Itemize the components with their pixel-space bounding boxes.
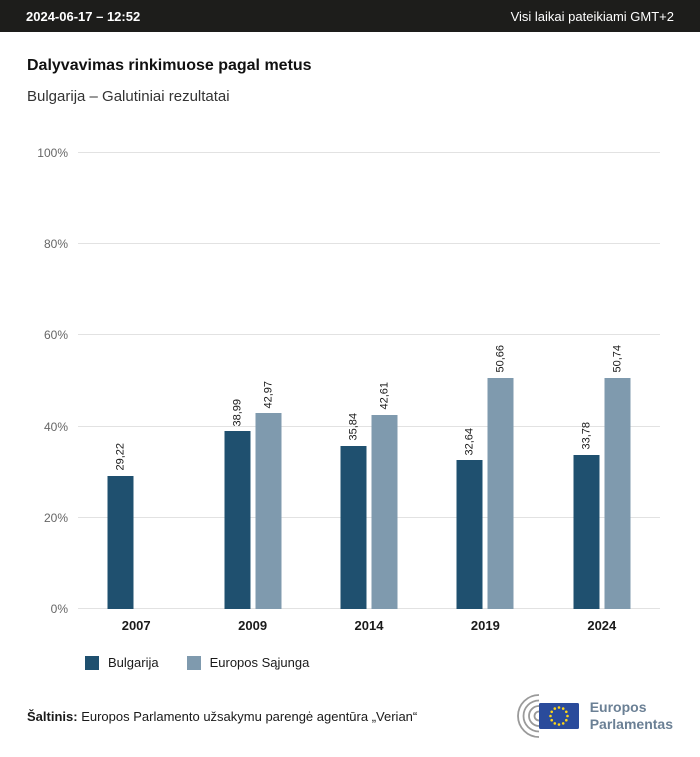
x-axis-tick-label: 2014 bbox=[354, 618, 384, 633]
report-datetime: 2024-06-17 – 12:52 bbox=[26, 8, 141, 24]
bar-slot: 42,97 bbox=[255, 153, 282, 609]
bar-slot: 35,84 bbox=[340, 153, 367, 609]
top-bar: 2024-06-17 – 12:52 Visi laikai pateikiam… bbox=[0, 0, 700, 32]
eu-flag-stars bbox=[548, 706, 569, 726]
plot-area: 0% 20% 40% 60% 80% 100% 29,22 38,99 42,97 35,84 42… bbox=[37, 146, 660, 616]
legend: Bulgarija Europos Sąjunga bbox=[85, 655, 673, 670]
bar-group-2024: 33,78 50,74 bbox=[573, 153, 631, 609]
legend-swatch bbox=[85, 655, 99, 670]
bar-slot: 32,64 bbox=[456, 153, 483, 609]
y-axis-tick-label: 40% bbox=[43, 419, 68, 434]
page-title: Dalyvavimas rinkimuose pagal metus bbox=[27, 57, 312, 74]
y-axis-tick-label: 20% bbox=[43, 510, 68, 525]
gridline: 60% bbox=[44, 328, 660, 342]
legend-swatch bbox=[186, 655, 201, 670]
bar-group-2019: 32,64 50,66 bbox=[456, 153, 514, 609]
x-axis-tick-label: 2019 bbox=[470, 618, 500, 633]
bar bbox=[604, 377, 631, 609]
ep-logo-text-line1: Europos bbox=[589, 698, 647, 715]
bar-value-label: 42,97 bbox=[262, 380, 275, 409]
bar-value-label: 33,78 bbox=[580, 422, 593, 450]
x-axis-tick-label: 2024 bbox=[587, 618, 617, 633]
bar-value-label: 42,61 bbox=[378, 382, 391, 410]
bar bbox=[340, 445, 367, 609]
source-note: Šaltinis: Europos Parlamento užsakymu pa… bbox=[27, 709, 417, 724]
bar-slot: 38,99 bbox=[224, 153, 251, 609]
legend-label: Europos Sąjunga bbox=[209, 655, 310, 670]
bar bbox=[107, 475, 134, 609]
source-text: Europos Parlamento užsakymu parengė agen… bbox=[81, 708, 418, 724]
european-parliament-logo: Europos Parlamentas bbox=[508, 692, 673, 740]
ep-logo-text: Europos Parlamentas bbox=[590, 699, 673, 734]
bar-group-2009: 38,99 42,97 bbox=[224, 153, 282, 609]
bar-value-label: 35,84 bbox=[347, 413, 360, 441]
gridline: 80% bbox=[44, 237, 660, 251]
x-axis: 2007 2009 2014 2019 2024 bbox=[78, 609, 660, 641]
bar-slot: 42,61 bbox=[371, 153, 398, 609]
bar-slot bbox=[139, 153, 165, 609]
legend-item: Bulgarija bbox=[85, 655, 159, 670]
ep-logo-icon bbox=[516, 694, 579, 738]
bar bbox=[487, 378, 514, 609]
bar bbox=[255, 413, 282, 609]
eu-flag bbox=[538, 703, 579, 729]
bar-group-2007: 29,22 bbox=[107, 153, 165, 609]
y-axis-tick-label: 100% bbox=[37, 146, 68, 160]
bar-value-label: 38,99 bbox=[231, 398, 244, 427]
bar-slot: 50,66 bbox=[487, 153, 514, 609]
timezone-note: Visi laikai pateikiami GMT+2 bbox=[510, 8, 674, 24]
footer: Šaltinis: Europos Parlamento užsakymu pa… bbox=[27, 692, 673, 740]
x-axis-tick-label: 2009 bbox=[238, 618, 268, 633]
bar-chart: 0% 20% 40% 60% 80% 100% 29,22 38,99 42,97 35,84 42… bbox=[27, 146, 673, 670]
bar-group-2014: 35,84 42,61 bbox=[340, 153, 398, 609]
gridline: 40% bbox=[44, 420, 660, 434]
x-axis-tick-label: 2007 bbox=[121, 618, 151, 633]
gridline: 20% bbox=[44, 511, 660, 525]
bar-value-label: 50,66 bbox=[494, 345, 507, 373]
legend-label: Bulgarija bbox=[108, 655, 159, 670]
gridline: 100% bbox=[37, 146, 660, 160]
y-axis-tick-label: 80% bbox=[43, 237, 68, 252]
bar-slot: 33,78 bbox=[573, 153, 600, 609]
legend-item: Europos Sąjunga bbox=[186, 655, 310, 670]
bar-value-label: 50,74 bbox=[611, 345, 624, 373]
bar-value-label: 29,22 bbox=[114, 443, 127, 471]
page-subtitle: Bulgarija – Galutiniai rezultatai bbox=[27, 88, 230, 105]
source-label: Šaltinis: bbox=[27, 708, 78, 724]
bar-slot: 29,22 bbox=[107, 153, 134, 609]
y-axis-tick-label: 60% bbox=[43, 328, 68, 343]
y-axis-tick-label: 0% bbox=[50, 602, 68, 616]
bar-value-label: 32,64 bbox=[463, 427, 476, 456]
bar bbox=[371, 414, 398, 609]
bar bbox=[456, 460, 483, 609]
bar bbox=[573, 454, 600, 609]
ep-logo-text-line2: Parlamentas bbox=[589, 716, 673, 732]
gridline: 0% bbox=[51, 602, 660, 616]
content-area: Dalyvavimas rinkimuose pagal metus Bulga… bbox=[0, 57, 700, 740]
bar-slot: 50,74 bbox=[604, 153, 631, 609]
bar bbox=[224, 431, 251, 609]
